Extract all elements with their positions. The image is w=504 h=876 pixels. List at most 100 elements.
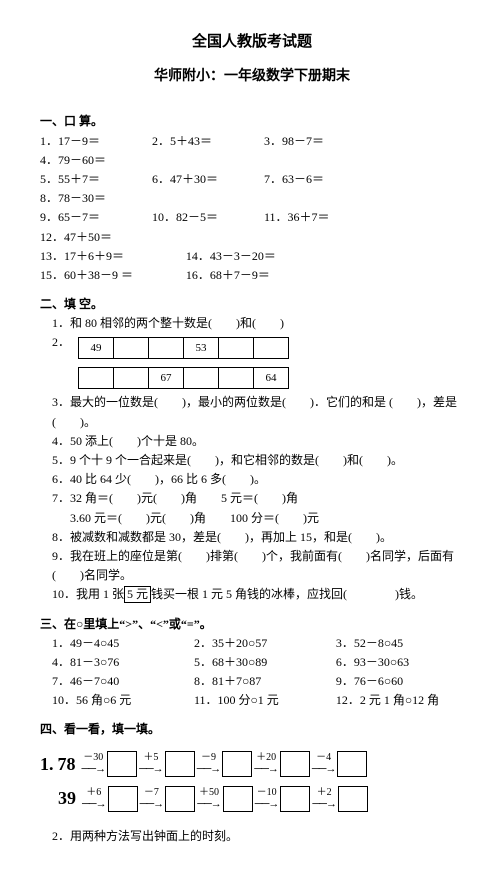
op: ＋50 bbox=[199, 788, 219, 798]
number-grid-2: 67 64 bbox=[78, 367, 289, 389]
q: 4．81－3○76 bbox=[52, 653, 188, 672]
s4-q2: 2．用两种方法写出钟面上的时刻。 bbox=[52, 827, 464, 846]
s2-q7b: 3.60 元＝( )元( )角 100 分＝( )元 bbox=[70, 509, 464, 528]
chain2-start: 39 bbox=[58, 784, 76, 813]
section2-head: 二、填 空。 bbox=[40, 295, 464, 314]
grid-cell bbox=[219, 368, 254, 389]
grid-cell: 53 bbox=[184, 338, 219, 359]
s2-q10c: 钱买一根 1 元 5 角钱的冰棒，应找回( )钱。 bbox=[151, 587, 423, 601]
section1-row5: 15．60＋38－9 ＝ 16．68＋7－9＝ bbox=[40, 266, 464, 285]
arrow: －30──→ bbox=[82, 753, 106, 775]
q: 7．63－6＝ bbox=[264, 170, 370, 189]
s2-q2-label: 2． bbox=[52, 333, 70, 352]
q: 8．78－30＝ bbox=[40, 189, 146, 208]
arrow: ＋20──→ bbox=[254, 753, 278, 775]
grid-cell bbox=[219, 338, 254, 359]
op: ＋5 bbox=[143, 753, 158, 763]
section1-row4: 13．17＋6＋9＝ 14．43－3－20＝ bbox=[40, 247, 464, 266]
op: －7 bbox=[144, 788, 159, 798]
s2-q7a: 7．32 角＝( )元( )角 5 元＝( )角 bbox=[52, 489, 464, 508]
q: 12．2 元 1 角○12 角 bbox=[336, 691, 439, 710]
q: 9．76－6○60 bbox=[336, 672, 403, 691]
q: 1．17－9＝ bbox=[40, 132, 146, 151]
q: 13．17＋6＋9＝ bbox=[40, 247, 180, 266]
section1-head: 一、口 算。 bbox=[40, 112, 464, 131]
arrow: ＋50──→ bbox=[197, 788, 221, 810]
s2-q1: 1．和 80 相邻的两个整十数是( )和( ) bbox=[52, 314, 464, 333]
q: 6．47＋30＝ bbox=[152, 170, 258, 189]
q: 11．100 分○1 元 bbox=[194, 691, 330, 710]
op: ＋20 bbox=[256, 753, 276, 763]
chain1-label: 1. bbox=[40, 750, 54, 779]
money-box: 5 元 bbox=[124, 586, 151, 602]
blank-box bbox=[338, 786, 368, 812]
grid-cell bbox=[114, 338, 149, 359]
blank-box bbox=[222, 751, 252, 777]
arrow: －9──→ bbox=[197, 753, 221, 775]
blank-box bbox=[107, 751, 137, 777]
grid-cell bbox=[79, 368, 114, 389]
blank-box bbox=[165, 751, 195, 777]
grid-cell: 67 bbox=[149, 368, 184, 389]
section1-row3: 9．65－7＝ 10．82－5＝ 11．36＋7＝ 12．47＋50＝ bbox=[40, 208, 464, 246]
section3-head: 三、在○里填上“>”、“<”或“=”。 bbox=[40, 615, 464, 634]
arrow: －4──→ bbox=[312, 753, 336, 775]
op: ＋6 bbox=[86, 788, 101, 798]
section1-row1: 1．17－9＝ 2．5＋43＝ 3．98－7＝ 4．79－60＝ bbox=[40, 132, 464, 170]
number-grid-1: 49 53 bbox=[78, 337, 289, 359]
q: 2．5＋43＝ bbox=[152, 132, 258, 151]
grid-cell bbox=[114, 368, 149, 389]
s2-q3: 3．最大的一位数是( )，最小的两位数是( )．它们的和是 ( )，差是( )。 bbox=[52, 393, 464, 431]
grid-cell: 64 bbox=[254, 368, 289, 389]
arrow: ＋2──→ bbox=[312, 788, 336, 810]
blank-box bbox=[223, 786, 253, 812]
q: 3．98－7＝ bbox=[264, 132, 370, 151]
s2-q10a: 10．我用 1 张 bbox=[52, 587, 124, 601]
arrow: －10──→ bbox=[255, 788, 279, 810]
section4-head: 四、看一看，填一填。 bbox=[40, 720, 464, 739]
chain-1: 1. 78 －30──→ ＋5──→ －9──→ ＋20──→ －4──→ bbox=[40, 750, 464, 779]
s2-q6: 6．40 比 64 少( )，66 比 6 多( )。 bbox=[52, 470, 464, 489]
main-title: 全国人教版考试题 bbox=[40, 30, 464, 54]
q: 5．68＋30○89 bbox=[194, 653, 330, 672]
q: 16．68＋7－9＝ bbox=[186, 266, 270, 285]
q: 7．46－7○40 bbox=[52, 672, 188, 691]
s2-q8: 8．被减数和减数都是 30，差是( )，再加上 15，和是( )。 bbox=[52, 528, 464, 547]
blank-box bbox=[280, 751, 310, 777]
blank-box bbox=[108, 786, 138, 812]
s2-q4: 4．50 添上( )个十是 80。 bbox=[52, 432, 464, 451]
blank-box bbox=[165, 786, 195, 812]
arrow: ＋6──→ bbox=[82, 788, 106, 810]
chain-2: 39 ＋6──→ －7──→ ＋50──→ －10──→ ＋2──→ bbox=[58, 784, 464, 813]
grid-cell bbox=[254, 338, 289, 359]
op: －4 bbox=[316, 753, 331, 763]
q: 15．60＋38－9 ＝ bbox=[40, 266, 180, 285]
chain1-start: 78 bbox=[58, 750, 76, 779]
blank-box bbox=[337, 751, 367, 777]
q: 10．56 角○6 元 bbox=[52, 691, 188, 710]
section1-row2: 5．55＋7＝ 6．47＋30＝ 7．63－6＝ 8．78－30＝ bbox=[40, 170, 464, 208]
blank-box bbox=[280, 786, 310, 812]
q: 12．47＋50＝ bbox=[40, 228, 146, 247]
op: －10 bbox=[257, 788, 277, 798]
op: －9 bbox=[201, 753, 216, 763]
q: 2．35＋20○57 bbox=[194, 634, 330, 653]
q: 1．49－4○45 bbox=[52, 634, 188, 653]
arrow: ＋5──→ bbox=[139, 753, 163, 775]
s2-q5: 5．9 个十 9 个一合起来是( )，和它相邻的数是( )和( )。 bbox=[52, 451, 464, 470]
op: ＋2 bbox=[317, 788, 332, 798]
s2-q10: 10．我用 1 张5 元钱买一根 1 元 5 角钱的冰棒，应找回( )钱。 bbox=[52, 585, 464, 604]
q: 9．65－7＝ bbox=[40, 208, 146, 227]
grid-cell bbox=[184, 368, 219, 389]
grid-cell bbox=[149, 338, 184, 359]
sub-title: 华师附小：一年级数学下册期末 bbox=[40, 66, 464, 88]
q: 4．79－60＝ bbox=[40, 151, 146, 170]
grid-cell: 49 bbox=[79, 338, 114, 359]
q: 14．43－3－20＝ bbox=[186, 247, 276, 266]
arrow: －7──→ bbox=[140, 788, 164, 810]
q: 10．82－5＝ bbox=[152, 208, 258, 227]
q: 11．36＋7＝ bbox=[264, 208, 370, 227]
q: 3．52－8○45 bbox=[336, 634, 403, 653]
q: 6．93－30○63 bbox=[336, 653, 409, 672]
q: 5．55＋7＝ bbox=[40, 170, 146, 189]
